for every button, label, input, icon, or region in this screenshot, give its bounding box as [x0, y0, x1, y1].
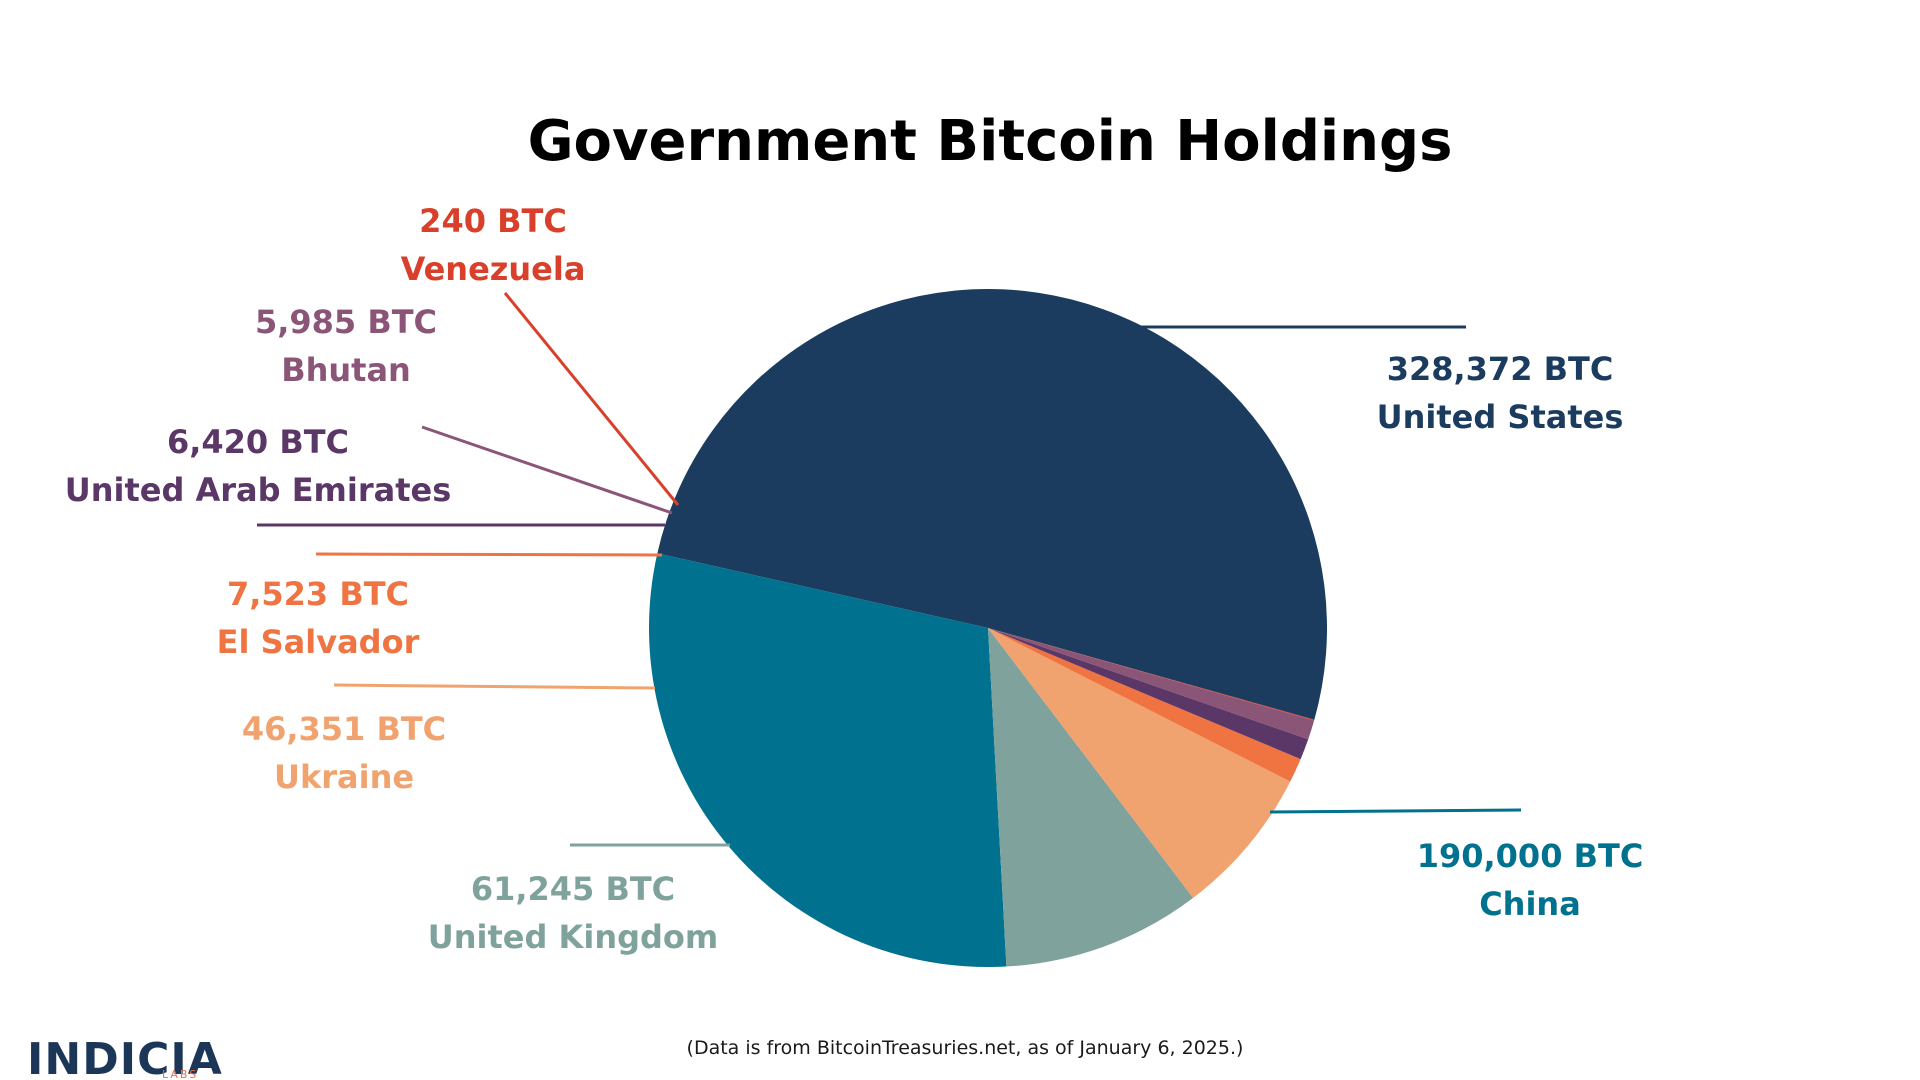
leader-line-bt: [421, 425, 673, 515]
data-label-venezuela-name: Venezuela: [401, 250, 586, 288]
data-label-china-value: 190,000 BTC: [1417, 837, 1644, 875]
data-label-bhutan-name: Bhutan: [281, 351, 411, 389]
data-label-uae-name: United Arab Emirates: [65, 471, 452, 509]
data-label-venezuela-value: 240 BTC: [419, 202, 567, 240]
pie-slice-uk: [988, 628, 1194, 967]
leader-line-cn: [1269, 808, 1522, 814]
logo-subtitle: LABS: [162, 1068, 198, 1080]
data-label-bhutan-value: 5,985 BTC: [255, 303, 437, 341]
data-label-china-name: China: [1479, 885, 1581, 923]
leader-lines: [257, 292, 1522, 847]
data-label-united-kingdom-value: 61,245 BTC: [471, 870, 675, 908]
pie-slice-ve: [988, 628, 1315, 721]
pie-slice-ua: [988, 628, 1291, 898]
indicia-labs-logo: INDICIA LABS: [27, 1034, 223, 1080]
pie-slice-bt: [988, 628, 1315, 740]
pie-slices: [648, 288, 1327, 968]
chart-title: Government Bitcoin Holdings: [528, 109, 1453, 174]
data-label-ukraine-value: 46,351 BTC: [242, 710, 446, 748]
data-label-el-salvador-name: El Salvador: [217, 623, 420, 661]
leader-line-ve: [503, 292, 680, 506]
logo-wordmark: INDICIA: [27, 1034, 223, 1080]
data-label-united-states-name: United States: [1377, 398, 1624, 436]
data-label-ukraine-name: Ukraine: [274, 758, 414, 796]
data-label-united-kingdom-name: United Kingdom: [428, 918, 718, 956]
pie-slice-cn: [648, 553, 1007, 968]
pie-slice-ae: [988, 628, 1309, 760]
data-label-united-states-value: 328,372 BTC: [1387, 350, 1614, 388]
data-label-uae-value: 6,420 BTC: [167, 423, 349, 461]
pie-slice-us: [657, 288, 1327, 720]
source-note: (Data is from BitcoinTreasuries.net, as …: [687, 1037, 1244, 1059]
pie-slice-sv: [988, 628, 1301, 782]
data-label-el-salvador-value: 7,523 BTC: [227, 575, 409, 613]
leader-line-ua: [333, 683, 656, 690]
leader-line-sv: [315, 552, 663, 557]
